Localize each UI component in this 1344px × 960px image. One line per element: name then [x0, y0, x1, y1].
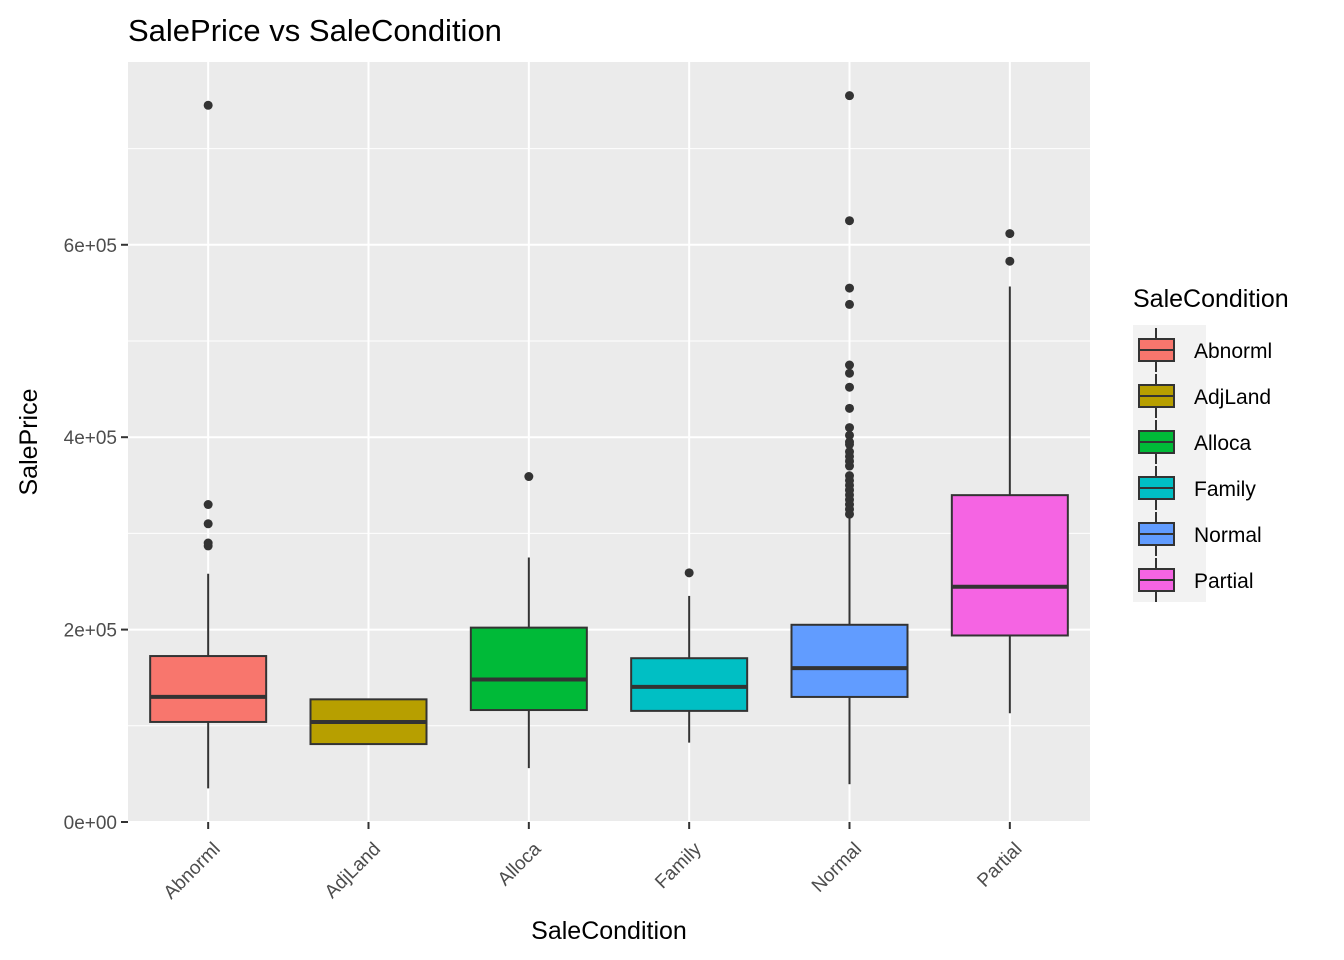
legend-label: Alloca: [1194, 432, 1252, 455]
legend-item-family: Family: [1138, 466, 1256, 510]
plot-panel: [128, 62, 1090, 822]
box-iqr: [790, 623, 909, 698]
outlier-point: [1005, 256, 1015, 266]
x-tick-label: AdjLand: [321, 839, 385, 903]
legend-item-abnorml: Abnorml: [1138, 328, 1272, 372]
outlier-point: [845, 91, 854, 101]
outlier-point: [1005, 229, 1015, 239]
outlier-point: [845, 368, 854, 378]
y-tick-label: 0e+00: [64, 813, 117, 834]
outlier-point: [845, 299, 854, 309]
legend-key-background: [1133, 325, 1206, 602]
box-iqr: [950, 494, 1069, 637]
box-alloca: [469, 472, 588, 769]
outlier-point: [845, 439, 854, 449]
box-family: [630, 568, 749, 743]
x-axis: Abnorml AdjLand Alloca Family Normal Partial: [160, 822, 1026, 904]
legend-item-adjland: AdjLand: [1138, 374, 1271, 418]
outlier-point: [203, 541, 213, 551]
outlier-point: [845, 360, 854, 370]
outlier-point: [845, 461, 854, 471]
outlier-point: [203, 519, 213, 529]
y-axis-title: SalePrice: [15, 389, 43, 496]
outlier-point: [203, 100, 213, 110]
x-axis-title: SaleCondition: [531, 917, 687, 945]
legend: SaleCondition Abnorml AdjLand Alloca Family…: [1133, 285, 1289, 602]
x-tick-label: Alloca: [494, 838, 546, 890]
outlier-point: [524, 472, 534, 482]
box-iqr: [630, 657, 749, 712]
x-tick-label: Abnorml: [160, 839, 225, 904]
legend-item-alloca: Alloca: [1138, 420, 1252, 464]
legend-title: SaleCondition: [1133, 285, 1289, 313]
y-tick-label: 2e+05: [64, 621, 117, 642]
box-iqr: [149, 655, 268, 723]
x-tick-label: Partial: [973, 839, 1026, 892]
outlier-point: [845, 509, 854, 519]
outlier-point: [845, 403, 854, 413]
outlier-point: [845, 423, 854, 433]
outlier-point: [845, 283, 854, 293]
legend-label: Family: [1194, 478, 1256, 501]
box-iqr: [469, 626, 588, 712]
legend-label: Abnorml: [1194, 340, 1272, 363]
legend-item-partial: Partial: [1138, 558, 1254, 602]
legend-item-normal: Normal: [1138, 512, 1262, 556]
box-normal: [790, 91, 909, 785]
x-tick-label: Family: [651, 838, 706, 893]
box-partial: [950, 229, 1069, 714]
chart-title: SalePrice vs SaleCondition: [128, 13, 502, 48]
x-tick-label: Normal: [808, 839, 866, 897]
y-tick-label: 6e+05: [64, 236, 117, 257]
outlier-point: [203, 500, 213, 510]
outlier-point: [684, 568, 694, 578]
box-abnorml: [149, 100, 268, 789]
legend-label: Normal: [1194, 524, 1262, 547]
legend-label: Partial: [1194, 570, 1254, 593]
legend-label: AdjLand: [1194, 386, 1271, 409]
outlier-point: [845, 430, 854, 440]
boxes: [149, 91, 1069, 789]
y-tick-label: 4e+05: [64, 428, 117, 449]
y-axis: 0e+00 2e+05 4e+05 6e+05: [64, 236, 128, 834]
outlier-point: [845, 216, 854, 226]
outlier-point: [845, 382, 854, 392]
box-adjland: [309, 698, 428, 746]
